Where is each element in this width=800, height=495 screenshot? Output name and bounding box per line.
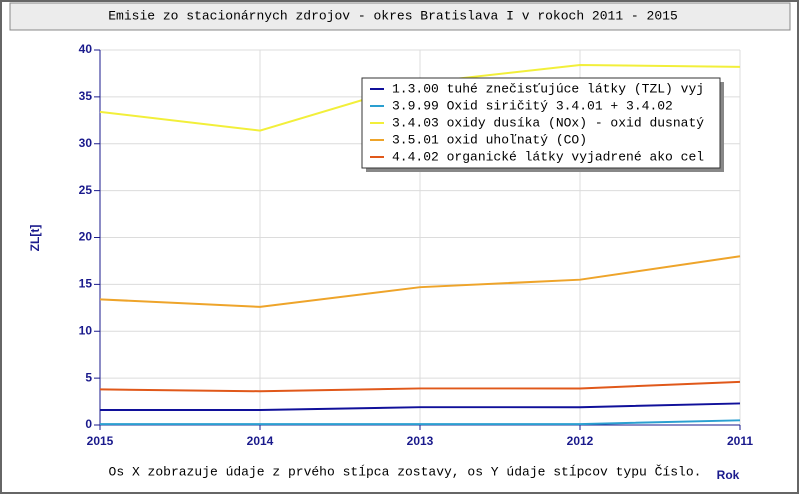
- x-tick-label: 2015: [87, 434, 114, 448]
- y-tick-label: 35: [79, 89, 93, 103]
- y-tick-label: 30: [79, 136, 93, 150]
- legend-label: 3.4.03 oxidy dusíka (NOx) - oxid dusnatý: [392, 115, 704, 130]
- legend-label: 3.5.01 oxid uhoľnatý (CO): [392, 132, 587, 147]
- y-axis-label: ZL[t]: [28, 225, 42, 252]
- plot: 0 5 10 15 20 25 30 35 40 2015 2014 2013 2012 2011 1.3.…: [79, 42, 754, 448]
- legend-label: 4.4.02 organické látky vyjadrené ako cel: [392, 149, 704, 164]
- series-line: [100, 402, 741, 411]
- title-bar: [9, 2, 791, 31]
- x-axis-label: Rok: [717, 468, 740, 482]
- y-tick-label: 25: [79, 183, 93, 197]
- series-line: [99, 380, 741, 393]
- x-tick-label: 2013: [407, 434, 434, 448]
- legend: [361, 77, 721, 169]
- chart-title: Emisie zo stacionárnych zdrojov - okres …: [108, 8, 678, 23]
- series-line: [100, 419, 741, 426]
- y-tick-label: 5: [85, 370, 92, 384]
- x-tick-label: 2011: [727, 434, 753, 448]
- y-tick-label: 0: [85, 417, 92, 431]
- series-line: [99, 255, 741, 308]
- x-tick-label: 2012: [567, 434, 594, 448]
- x-tick-label: 2014: [247, 434, 274, 448]
- legend-label: 1.3.00 tuhé znečisťujúce látky (TZL) vyj: [392, 81, 704, 96]
- y-tick-label: 40: [79, 42, 93, 56]
- legend-label: 3.9.99 Oxid siričitý 3.4.01 + 3.4.02: [392, 98, 673, 113]
- y-tick-label: 10: [79, 323, 93, 337]
- footer: Os X zobrazuje údaje z prvého stĺpca zos…: [109, 464, 702, 479]
- y-tick-label: 15: [79, 277, 93, 291]
- y-tick-label: 20: [79, 230, 93, 244]
